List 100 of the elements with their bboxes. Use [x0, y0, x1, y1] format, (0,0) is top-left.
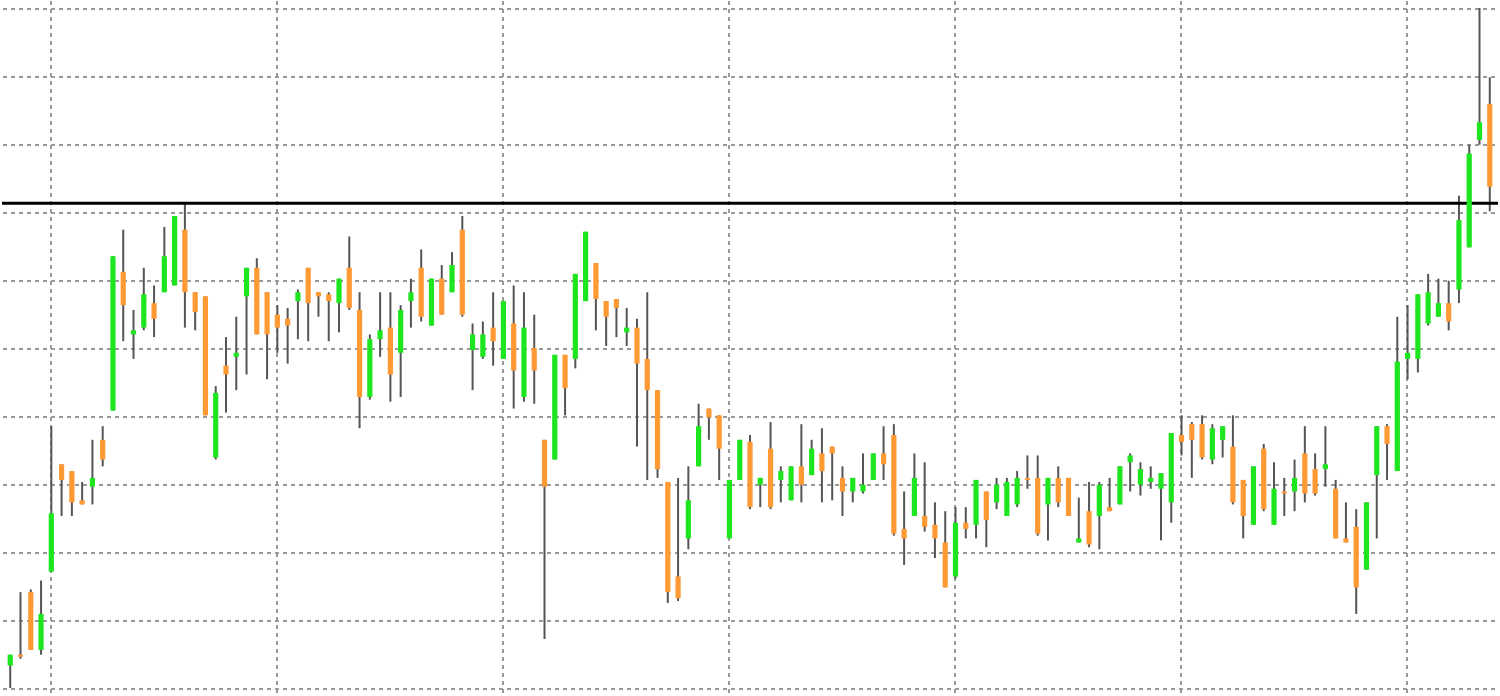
candlestick	[58, 463, 65, 517]
candlestick	[1107, 476, 1113, 513]
candlestick	[1199, 414, 1205, 461]
candlestick	[1096, 480, 1102, 551]
candlestick	[264, 291, 270, 381]
candlestick	[593, 262, 599, 332]
candlestick	[788, 465, 794, 502]
candlestick	[1404, 304, 1411, 381]
candlestick	[100, 425, 106, 468]
candlestick	[757, 476, 763, 509]
candlestick	[274, 304, 280, 354]
candlestick	[223, 336, 229, 414]
candlestick	[1425, 272, 1431, 327]
candlestick	[778, 465, 784, 504]
candlestick	[1086, 480, 1092, 549]
candlestick	[305, 266, 311, 343]
candlestick	[1127, 452, 1133, 493]
candlestick	[850, 476, 856, 504]
candlestick	[942, 510, 948, 589]
candlestick	[798, 423, 804, 504]
candlestick	[89, 438, 96, 506]
candlestick	[1076, 496, 1082, 544]
candlestick	[993, 476, 1000, 511]
candlestick	[716, 414, 722, 481]
candlestick	[1209, 423, 1215, 466]
candlestick	[706, 407, 712, 441]
candlestick	[120, 228, 126, 343]
candlestick	[490, 291, 496, 367]
candlestick	[130, 308, 137, 360]
candlestick	[860, 452, 866, 495]
candlestick	[469, 322, 476, 392]
candlestick	[7, 653, 13, 689]
candlestick	[1220, 425, 1226, 459]
candlestick	[1014, 470, 1020, 509]
candlestick	[613, 298, 620, 339]
candlestick	[1312, 452, 1318, 497]
candlestick	[531, 313, 537, 405]
candlestick	[1435, 277, 1442, 318]
candlestick	[1281, 476, 1287, 517]
candlestick	[1384, 423, 1390, 481]
candlestick	[346, 235, 352, 311]
candlestick	[243, 266, 250, 376]
candlestick	[295, 288, 301, 341]
candlestick	[428, 277, 435, 327]
candlestick	[161, 225, 167, 294]
candlestick	[1024, 454, 1031, 490]
candlestick	[1240, 478, 1246, 540]
candlestick	[151, 284, 157, 339]
candlestick	[69, 470, 75, 517]
candlestick	[439, 264, 445, 316]
candlestick	[1117, 465, 1123, 506]
candlestick	[839, 465, 846, 517]
candlestick	[1055, 465, 1061, 509]
candlestick	[1065, 476, 1072, 517]
candlestick	[1045, 476, 1051, 542]
candlestick	[38, 579, 44, 656]
candlestick	[541, 438, 548, 641]
candlestick	[449, 251, 455, 294]
candlestick	[1271, 461, 1277, 526]
candlestick	[634, 317, 640, 448]
candlestick	[983, 490, 989, 549]
candlestick	[285, 306, 291, 365]
candlestick	[1291, 458, 1298, 513]
candlestick	[675, 476, 681, 602]
candlestick	[408, 277, 414, 329]
candlestick	[1137, 461, 1144, 497]
candlestick	[1302, 425, 1308, 504]
candlestick	[1148, 465, 1154, 490]
candlestick	[326, 291, 332, 343]
candlestick	[480, 320, 486, 360]
candlestick	[1158, 472, 1164, 542]
candlestick	[141, 266, 147, 332]
candlestick	[1322, 425, 1328, 488]
candlestick	[685, 465, 691, 551]
candlestick	[562, 353, 568, 417]
candlestick	[1004, 476, 1010, 517]
candlestick	[387, 291, 393, 403]
candlestick	[1446, 279, 1452, 332]
candlestick	[511, 284, 517, 410]
candlestick	[398, 304, 404, 398]
candlestick	[1189, 421, 1195, 479]
candlestick	[911, 452, 917, 517]
candlestick	[880, 425, 887, 481]
candlestick	[377, 291, 383, 358]
candlestick	[233, 315, 239, 392]
candlestick	[901, 490, 907, 566]
candlestick	[922, 461, 928, 533]
candlestick	[336, 277, 342, 334]
candlestick	[603, 300, 609, 347]
candlestick	[737, 438, 743, 481]
candlestick	[192, 291, 198, 332]
candlestick	[819, 427, 825, 504]
candlestick	[17, 591, 24, 660]
candlestick	[1343, 501, 1349, 544]
candlestick	[1476, 7, 1483, 146]
candlestick	[1178, 414, 1185, 457]
candlestick	[696, 402, 702, 468]
candlestick	[932, 501, 938, 560]
candlestick	[315, 291, 322, 318]
candlestick	[870, 452, 876, 481]
